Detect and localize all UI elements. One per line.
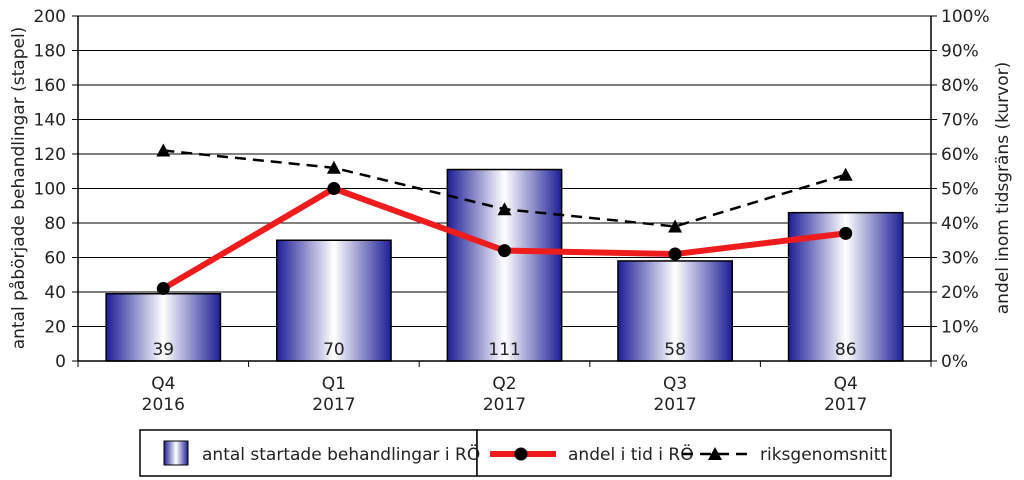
bar-data-label: 111 xyxy=(488,340,520,360)
right-tick-label: 90% xyxy=(941,42,979,62)
bar-series xyxy=(105,168,904,362)
right-axis-tick-labels: 0% 10% 20% 30% 40% 50% 60% 70% 80% 90% 100% xyxy=(941,7,990,372)
riksgenomsnitt-point xyxy=(156,143,171,157)
legend-bar-label: antal startade behandlingar i RÖ xyxy=(202,443,480,465)
left-tick-label: 180 xyxy=(34,42,66,62)
right-axis-title: andel inom tidsgräns (kurvor) xyxy=(993,62,1013,315)
x-tick-label: Q1 2017 xyxy=(312,374,355,415)
left-tick-label: 160 xyxy=(34,76,66,96)
right-tick-label: 10% xyxy=(941,318,979,338)
left-tick-label: 40 xyxy=(44,283,66,303)
andel-i-tid-point xyxy=(839,226,853,240)
riksgenomsnitt-point xyxy=(326,160,341,174)
legend-bar-swatch xyxy=(163,440,189,466)
legend-dash-label: riksgenomsnitt xyxy=(760,445,887,465)
left-tick-label: 20 xyxy=(44,318,66,338)
left-tick-label: 80 xyxy=(44,214,66,234)
bar xyxy=(275,239,392,362)
riksgenomsnitt-point xyxy=(668,219,683,233)
left-axis-tick-labels: 0 20 40 60 80 100 120 140 160 180 200 xyxy=(34,7,66,372)
right-tick-label: 50% xyxy=(941,180,979,200)
left-axis-title: antal påbörjade behandlingar (stapel) xyxy=(8,27,29,350)
bar-data-label: 86 xyxy=(835,340,857,360)
x-tick-label: Q4 2016 xyxy=(142,374,185,415)
x-axis-tick-labels: Q4 2016 Q1 2017 Q2 2017 Q3 2017 Q4 2017 xyxy=(142,374,868,415)
x-tick-label: Q4 2017 xyxy=(824,374,867,415)
line-series xyxy=(156,143,853,296)
left-tick-label: 200 xyxy=(34,7,66,27)
riksgenomsnitt-point xyxy=(838,167,853,181)
legend-box-bar xyxy=(139,429,478,477)
andel-i-tid-point xyxy=(327,182,341,195)
right-tick-label: 20% xyxy=(941,283,979,303)
andel-i-tid-point xyxy=(498,244,511,258)
andel-i-tid-point xyxy=(668,247,682,261)
bar xyxy=(446,168,563,362)
left-tick-label: 140 xyxy=(34,111,66,131)
right-tick-label: 80% xyxy=(941,76,979,96)
bar-data-label: 70 xyxy=(323,340,345,360)
right-tick-label: 70% xyxy=(941,111,979,131)
right-tick-label: 0% xyxy=(941,352,968,372)
legend: antal startade behandlingar i RÖ andel i… xyxy=(139,429,892,477)
right-tick-label: 60% xyxy=(941,145,979,165)
x-tick-label: Q2 2017 xyxy=(483,374,526,415)
axes xyxy=(72,15,937,367)
bar-data-label: 58 xyxy=(664,340,686,360)
legend-red-label: andel i tid i RÖ xyxy=(568,443,694,465)
right-tick-label: 100% xyxy=(941,7,990,27)
right-tick-label: 40% xyxy=(941,214,979,234)
bar-data-labels: 39 70 111 58 86 xyxy=(152,340,856,360)
left-tick-label: 120 xyxy=(34,145,66,165)
left-tick-label: 0 xyxy=(55,352,66,372)
right-tick-label: 30% xyxy=(941,249,979,269)
legend-red-marker xyxy=(514,447,528,461)
left-tick-label: 60 xyxy=(44,249,66,269)
legend-dash-marker xyxy=(708,447,722,460)
x-tick-label: Q3 2017 xyxy=(653,374,696,415)
bar-data-label: 39 xyxy=(152,340,174,360)
riksgenomsnitt-point xyxy=(497,202,512,216)
andel-i-tid-point xyxy=(156,282,170,296)
left-tick-label: 100 xyxy=(34,180,66,200)
